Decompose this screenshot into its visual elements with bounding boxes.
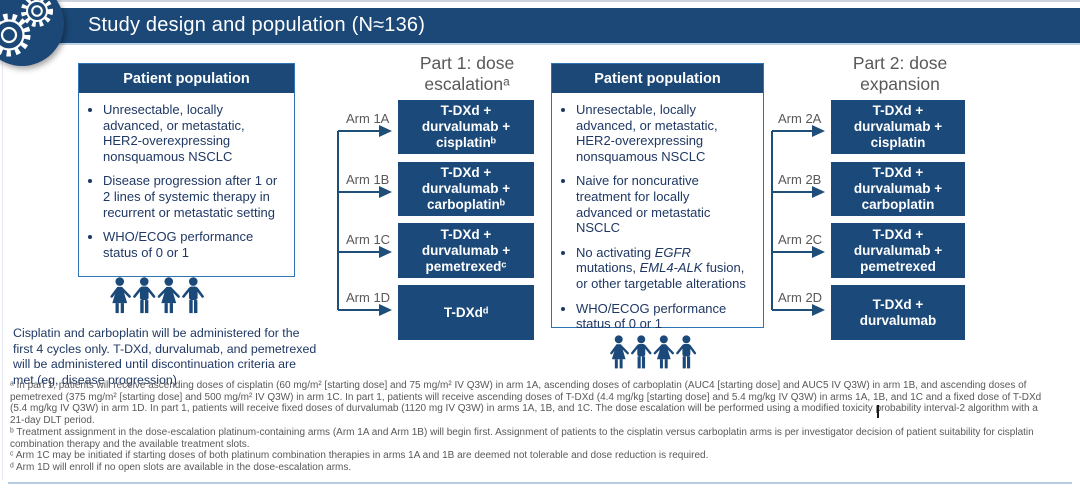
note-line: will be administered until discontinuati…: [13, 357, 297, 371]
bullet: WHO/ECOG performance status of 0 or 1: [576, 301, 749, 332]
footnote-line: 21-day DLT period.: [10, 415, 95, 427]
bullet: Unresectable, locally advanced, or metas…: [576, 102, 749, 164]
header-bar: Study design and population (N≈136): [28, 8, 1080, 45]
bullet: No activating EGFR mutations, EML4-ALK f…: [576, 245, 749, 292]
footnote-line: ᶜ Arm 1C may be initiated if starting do…: [10, 450, 709, 462]
arm-2d-label: Arm 2D: [778, 290, 823, 305]
people-icon: [610, 335, 697, 369]
arm-1c-box: T-DXd + durvalumab + pemetrexedᶜ: [398, 223, 534, 278]
footnote-line: ᵃ In part 1, patients will receive ascen…: [10, 380, 1027, 391]
arm-2d-box: T-DXd + durvalumab: [831, 285, 965, 340]
note-line: first 4 cycles only. T-DXd, durvalumab, …: [13, 341, 317, 356]
arm-1a-label: Arm 1A: [346, 111, 390, 126]
footnote-line: ᵇ Treatment assignment in the dose-escal…: [10, 426, 1034, 438]
arm-1d-box: T-DXdᵈ: [398, 285, 534, 340]
bullet: Disease progression after 1 or 2 lines o…: [103, 173, 280, 220]
population-box-1: Patient population Unresectable, locally…: [78, 63, 295, 277]
arm-2a-label: Arm 2A: [778, 111, 822, 126]
gears-icon: [0, 0, 64, 66]
note-line: met (eg, disease progression): [13, 372, 177, 387]
population-box-1-title: Patient population: [79, 64, 294, 93]
arm-1a-box: T-DXd + durvalumab + cisplatinᵇ: [398, 100, 534, 154]
footnote-line: pemetrexed (375 mg/m² [starting dose] an…: [10, 391, 1042, 403]
note-line: Cisplatin and carboplatin will be admini…: [13, 326, 300, 340]
population-box-2-bullets: Unresectable, locally advanced, or metas…: [552, 102, 763, 332]
bullet: WHO/ECOG performance status of 0 or 1: [103, 229, 280, 260]
text-cursor: [877, 405, 879, 418]
arm-2a-box: T-DXd + durvalumab + cisplatin: [831, 100, 965, 154]
arm-1d-label: Arm 1D: [346, 290, 391, 305]
page-title: Study design and population (N≈136): [88, 14, 426, 36]
footnotes: ᵃ In part 1, patients will receive ascen…: [10, 380, 1076, 474]
arm-2c-label: Arm 2C: [778, 232, 823, 247]
administration-note: Cisplatin and carboplatin will be admini…: [13, 326, 316, 388]
population-box-2: Patient population Unresectable, locally…: [551, 63, 764, 331]
bottom-divider-line: [8, 482, 1072, 484]
footnote-line: (5.4 mg/kg IV Q3W) in arm 1D. In part 1,…: [10, 403, 1038, 415]
bullet: Unresectable, locally advanced, or metas…: [103, 102, 280, 164]
left-border-line: [2, 50, 3, 480]
arm-2b-label: Arm 2B: [778, 172, 822, 187]
arm-2b-box: T-DXd + durvalumab + carboplatin: [831, 162, 965, 216]
arm-1c-label: Arm 1C: [346, 232, 391, 247]
part2-title: Part 2: dose expansion: [852, 53, 948, 94]
bullet: Naive for noncurative treatment for loca…: [576, 173, 749, 235]
arm-2c-box: T-DXd + durvalumab + pemetrexed: [831, 223, 965, 278]
arm-1b-label: Arm 1B: [346, 172, 390, 187]
footnote-line: ᵈ Arm 1D will enroll if no open slots ar…: [10, 461, 352, 473]
footnote-line: combination therapy and the available tr…: [10, 438, 250, 450]
arm-1b-box: T-DXd + durvalumab + carboplatinᵇ: [398, 162, 534, 216]
population-box-1-bullets: Unresectable, locally advanced, or metas…: [79, 102, 294, 260]
people-icon: [110, 277, 204, 314]
part1-title: Part 1: dose escalationᵃ: [419, 53, 515, 94]
top-border-line: [0, 0, 1080, 2]
population-box-2-title: Patient population: [552, 64, 763, 93]
